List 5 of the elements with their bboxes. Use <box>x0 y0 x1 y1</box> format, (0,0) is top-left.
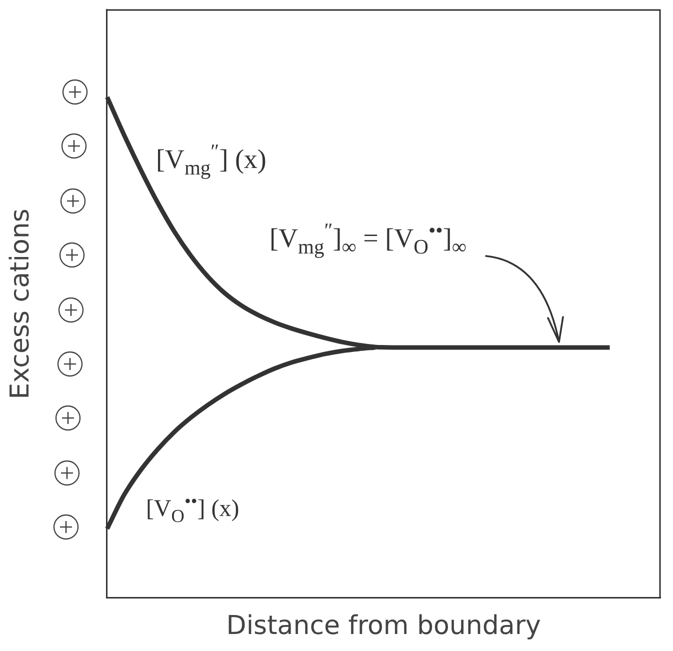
y-axis-title: Excess cations <box>5 208 36 400</box>
x-axis-title: Distance from boundary <box>226 611 541 642</box>
series-label: [V$_{O}$$^{••}$] (x) <box>146 491 240 526</box>
series-label: [V$_{mg}$$^{″}$] (x) <box>156 140 266 180</box>
text: [V$_{mg}$$^{″}$]$_{∞}$ = [V$_{O}$$^{••}$]$_{∞}$ <box>269 220 466 259</box>
